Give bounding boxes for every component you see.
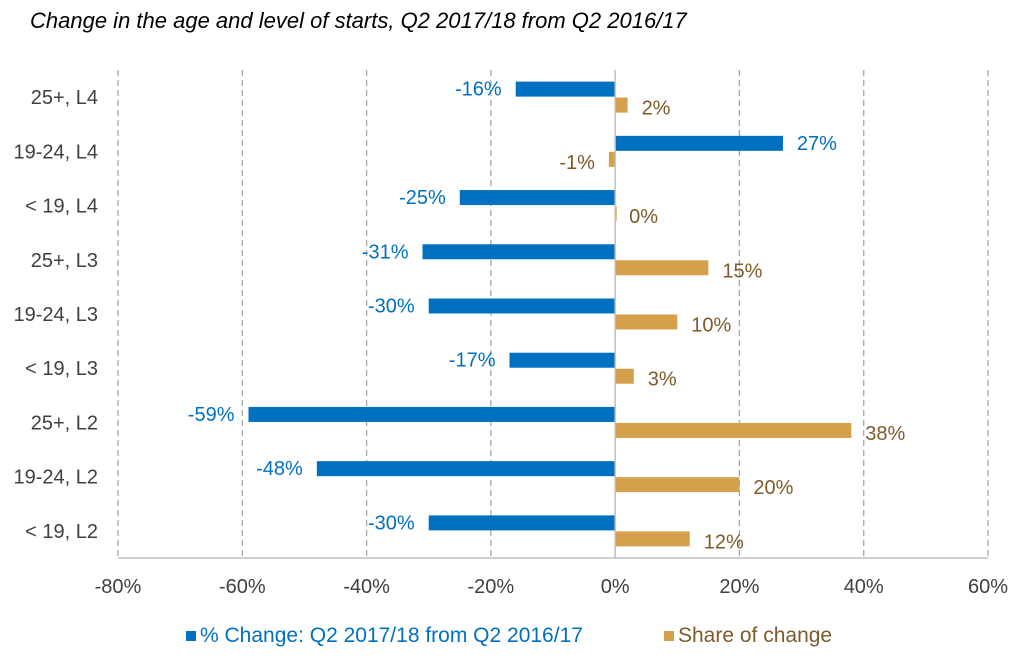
bar-pct-change	[459, 190, 616, 206]
data-label-pct-change: 27%	[797, 133, 837, 155]
x-tick-label: 20%	[719, 576, 759, 598]
data-label-share-of-change: 10%	[691, 315, 731, 337]
bar-share-of-change	[615, 477, 740, 493]
bar-share-of-change	[615, 314, 678, 330]
data-label-share-of-change: 38%	[865, 423, 905, 445]
data-label-share-of-change: 20%	[753, 477, 793, 499]
chart-title: Change in the age and level of starts, Q…	[30, 8, 687, 33]
data-label-pct-change: -30%	[368, 512, 415, 534]
x-tick-label: -40%	[343, 576, 390, 598]
data-label-share-of-change: 3%	[648, 369, 677, 391]
data-label-pct-change: -25%	[399, 187, 446, 209]
category-label: 25+, L3	[31, 250, 98, 272]
data-label-pct-change: -17%	[449, 350, 496, 372]
bar-pct-change	[422, 244, 616, 260]
bar-share-of-change	[615, 531, 690, 547]
data-label-share-of-change: 0%	[629, 206, 658, 228]
data-label-share-of-change: 15%	[722, 260, 762, 282]
category-label: 19-24, L2	[13, 467, 98, 489]
legend-label-pct-change: % Change: Q2 2017/18 from Q2 2016/17	[200, 624, 583, 647]
bar-share-of-change	[608, 151, 616, 167]
x-tick-label: -20%	[468, 576, 515, 598]
data-label-pct-change: -59%	[188, 404, 235, 426]
bar-pct-change	[515, 81, 616, 97]
axes	[118, 70, 988, 559]
data-label-pct-change: -48%	[256, 458, 303, 480]
legend-swatch-share	[664, 631, 674, 641]
legend-label-share: Share of change	[678, 624, 833, 647]
category-label: 19-24, L4	[13, 141, 98, 163]
bar-pct-change	[316, 461, 616, 477]
x-tick-label: 0%	[601, 576, 630, 598]
legend-item-share: Share of change	[664, 624, 832, 648]
category-label: 25+, L2	[31, 412, 98, 434]
bar-pct-change	[428, 298, 616, 314]
x-tick-label: -80%	[95, 576, 142, 598]
data-label-pct-change: -30%	[368, 296, 415, 318]
bar-pct-change	[615, 135, 783, 151]
data-label-share-of-change: 2%	[642, 98, 671, 120]
legend-swatch-pct-change	[186, 631, 196, 641]
bars	[248, 81, 852, 547]
category-label: 19-24, L3	[13, 304, 98, 326]
data-label-share-of-change: -1%	[559, 152, 595, 174]
x-tick-label: 40%	[844, 576, 884, 598]
x-tick-label: -60%	[219, 576, 266, 598]
category-label: < 19, L2	[25, 521, 98, 543]
legend: % Change: Q2 2017/18 from Q2 2016/17 Sha…	[0, 624, 1024, 654]
data-label-pct-change: -16%	[455, 79, 502, 101]
bar-share-of-change	[615, 368, 634, 384]
data-label-pct-change: -31%	[362, 241, 409, 263]
legend-item-pct-change: % Change: Q2 2017/18 from Q2 2016/17	[186, 624, 583, 648]
data-label-share-of-change: 12%	[704, 531, 744, 553]
bar-share-of-change	[615, 422, 852, 438]
category-label: < 19, L4	[25, 196, 98, 218]
bar-pct-change	[509, 352, 616, 368]
bar-chart: -80% -60% -40% -20% 0% 20% 40% 60% 25+, L4 -16% 2%…	[13, 70, 1008, 598]
bar-pct-change	[428, 515, 616, 531]
grid-lines	[117, 70, 989, 558]
bar-pct-change	[248, 406, 616, 422]
bar-share-of-change	[615, 260, 709, 276]
category-label: < 19, L3	[25, 358, 98, 380]
bar-share-of-change	[615, 97, 628, 113]
category-label: 25+, L4	[31, 87, 98, 109]
labels: -80% -60% -40% -20% 0% 20% 40% 60% 25+, L4 -16% 2%…	[13, 79, 1008, 598]
x-tick-label: 60%	[968, 576, 1008, 598]
